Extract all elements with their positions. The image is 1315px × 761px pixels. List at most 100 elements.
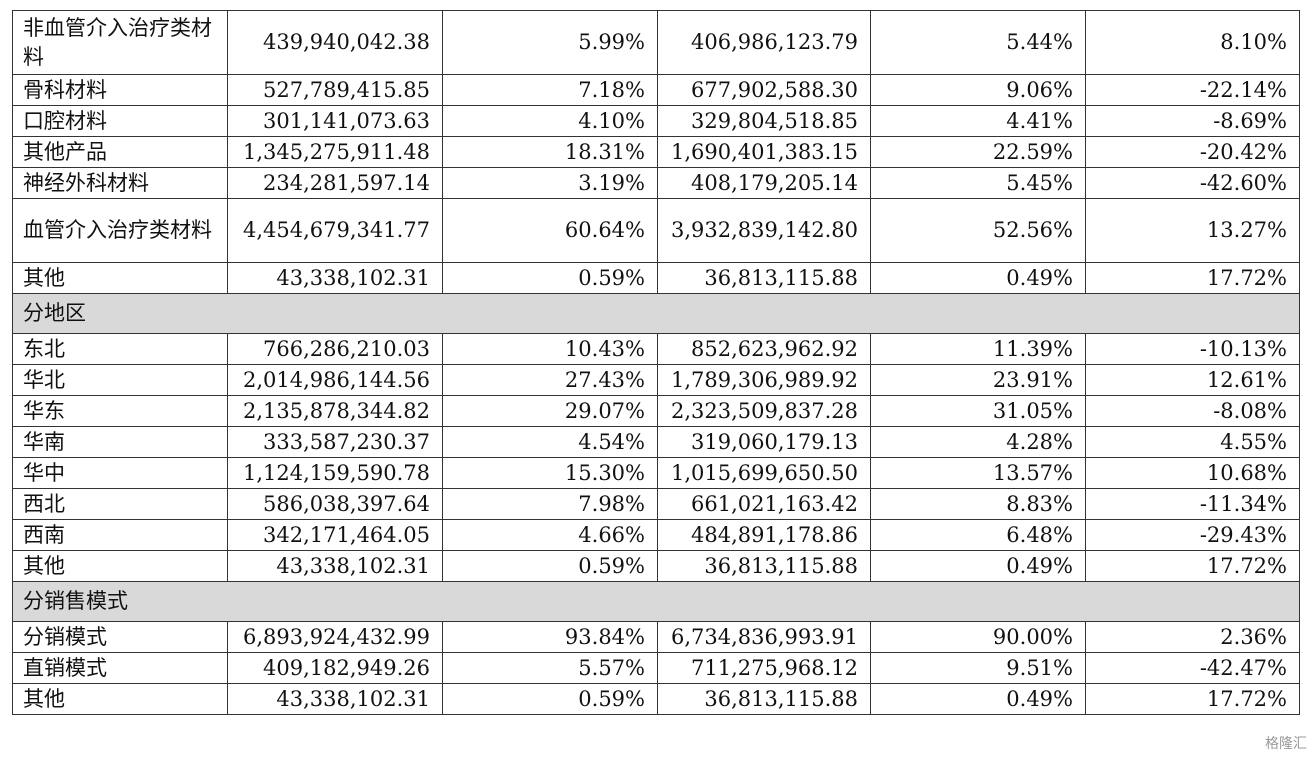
cell-amount-current: 342,171,464.05 (227, 519, 443, 551)
row-label: 口腔材料 (12, 105, 228, 137)
table-row: 西南 342,171,464.05 4.66% 484,891,178.86 6.48%… (12, 519, 1300, 551)
cell-amount-current: 234,281,597.14 (227, 167, 443, 199)
table-row: 非血管介入治疗类材料 439,940,042.38 5.99% 406,986,123… (12, 10, 1300, 75)
cell-amount-prior: 1,015,699,650.50 (657, 457, 871, 489)
table-row: 其他 43,338,102.31 0.59% 36,813,115.88 0.49% 17… (12, 683, 1300, 715)
cell-amount-prior: 36,813,115.88 (657, 262, 871, 294)
cell-share-current: 93.84% (442, 621, 658, 653)
cell-change-pct: -42.47% (1085, 652, 1300, 684)
cell-change-pct: 4.55% (1085, 426, 1300, 458)
section-header-label: 分地区 (12, 293, 1300, 334)
cell-share-prior: 22.59% (870, 136, 1086, 168)
cell-change-pct: 17.72% (1085, 683, 1300, 715)
cell-share-current: 7.18% (442, 74, 658, 106)
table-row: 口腔材料 301,141,073.63 4.10% 329,804,518.85 4.4… (12, 105, 1300, 137)
cell-amount-current: 409,182,949.26 (227, 652, 443, 684)
cell-change-pct: 17.72% (1085, 550, 1300, 582)
cell-change-pct: 8.10% (1085, 10, 1300, 75)
cell-amount-prior: 3,932,839,142.80 (657, 198, 871, 263)
row-label: 其他产品 (12, 136, 228, 168)
cell-amount-prior: 6,734,836,993.91 (657, 621, 871, 653)
table-row: 分销模式 6,893,924,432.99 93.84% 6,734,836,993.… (12, 621, 1300, 653)
table-row: 华北 2,014,986,144.56 27.43% 1,789,306,989.92… (12, 364, 1300, 396)
row-label: 华北 (12, 364, 228, 396)
cell-amount-current: 1,124,159,590.78 (227, 457, 443, 489)
cell-amount-current: 301,141,073.63 (227, 105, 443, 137)
table-row: 骨科材料 527,789,415.85 7.18% 677,902,588.30 9.0… (12, 74, 1300, 106)
cell-change-pct: -20.42% (1085, 136, 1300, 168)
cell-change-pct: -8.69% (1085, 105, 1300, 137)
cell-share-prior: 5.45% (870, 167, 1086, 199)
cell-share-current: 10.43% (442, 333, 658, 365)
cell-share-current: 18.31% (442, 136, 658, 168)
cell-share-prior: 0.49% (870, 683, 1086, 715)
cell-share-prior: 90.00% (870, 621, 1086, 653)
row-label: 西南 (12, 519, 228, 551)
cell-change-pct: 13.27% (1085, 198, 1300, 263)
cell-amount-prior: 677,902,588.30 (657, 74, 871, 106)
cell-share-prior: 13.57% (870, 457, 1086, 489)
row-label: 骨科材料 (12, 74, 228, 106)
cell-share-current: 60.64% (442, 198, 658, 263)
row-label: 直销模式 (12, 652, 228, 684)
cell-share-prior: 4.41% (870, 105, 1086, 137)
cell-amount-prior: 36,813,115.88 (657, 550, 871, 582)
cell-amount-current: 43,338,102.31 (227, 683, 443, 715)
cell-amount-current: 2,135,878,344.82 (227, 395, 443, 427)
watermark: 格隆汇 (1265, 736, 1307, 752)
cell-share-current: 0.59% (442, 550, 658, 582)
section-header-row: 分销售模式 (12, 581, 1300, 622)
cell-share-prior: 9.51% (870, 652, 1086, 684)
cell-change-pct: -29.43% (1085, 519, 1300, 551)
cell-share-prior: 0.49% (870, 262, 1086, 294)
row-label: 西北 (12, 488, 228, 520)
cell-amount-current: 1,345,275,911.48 (227, 136, 443, 168)
cell-change-pct: 2.36% (1085, 621, 1300, 653)
cell-share-current: 4.10% (442, 105, 658, 137)
cell-share-current: 5.57% (442, 652, 658, 684)
cell-amount-current: 439,940,042.38 (227, 10, 443, 75)
cell-amount-current: 43,338,102.31 (227, 550, 443, 582)
cell-share-current: 4.54% (442, 426, 658, 458)
cell-amount-prior: 319,060,179.13 (657, 426, 871, 458)
cell-share-prior: 5.44% (870, 10, 1086, 75)
row-label: 非血管介入治疗类材料 (12, 10, 228, 75)
cell-share-current: 3.19% (442, 167, 658, 199)
cell-share-current: 0.59% (442, 262, 658, 294)
cell-amount-prior: 711,275,968.12 (657, 652, 871, 684)
table-row: 直销模式 409,182,949.26 5.57% 711,275,968.12 9.5… (12, 652, 1300, 684)
table-row: 其他产品 1,345,275,911.48 18.31% 1,690,401,383.… (12, 136, 1300, 168)
cell-amount-current: 43,338,102.31 (227, 262, 443, 294)
cell-share-prior: 9.06% (870, 74, 1086, 106)
cell-share-prior: 8.83% (870, 488, 1086, 520)
cell-share-current: 29.07% (442, 395, 658, 427)
cell-amount-prior: 1,690,401,383.15 (657, 136, 871, 168)
cell-amount-prior: 408,179,205.14 (657, 167, 871, 199)
row-label: 神经外科材料 (12, 167, 228, 199)
cell-change-pct: -11.34% (1085, 488, 1300, 520)
cell-change-pct: -8.08% (1085, 395, 1300, 427)
cell-amount-prior: 661,021,163.42 (657, 488, 871, 520)
cell-amount-current: 527,789,415.85 (227, 74, 443, 106)
cell-change-pct: -10.13% (1085, 333, 1300, 365)
cell-amount-prior: 329,804,518.85 (657, 105, 871, 137)
cell-share-prior: 6.48% (870, 519, 1086, 551)
table-row: 其他 43,338,102.31 0.59% 36,813,115.88 0.49% 17… (12, 262, 1300, 294)
cell-change-pct: 17.72% (1085, 262, 1300, 294)
row-label: 血管介入治疗类材料 (12, 198, 228, 263)
cell-amount-current: 4,454,679,341.77 (227, 198, 443, 263)
cell-change-pct: -42.60% (1085, 167, 1300, 199)
cell-amount-current: 586,038,397.64 (227, 488, 443, 520)
cell-change-pct: -22.14% (1085, 74, 1300, 106)
cell-amount-prior: 406,986,123.79 (657, 10, 871, 75)
cell-change-pct: 10.68% (1085, 457, 1300, 489)
cell-amount-current: 766,286,210.03 (227, 333, 443, 365)
table-row: 华东 2,135,878,344.82 29.07% 2,323,509,837.28… (12, 395, 1300, 427)
cell-share-current: 27.43% (442, 364, 658, 396)
cell-share-current: 7.98% (442, 488, 658, 520)
cell-share-current: 5.99% (442, 10, 658, 75)
cell-share-prior: 11.39% (870, 333, 1086, 365)
cell-amount-prior: 2,323,509,837.28 (657, 395, 871, 427)
row-label: 东北 (12, 333, 228, 365)
cell-amount-current: 2,014,986,144.56 (227, 364, 443, 396)
